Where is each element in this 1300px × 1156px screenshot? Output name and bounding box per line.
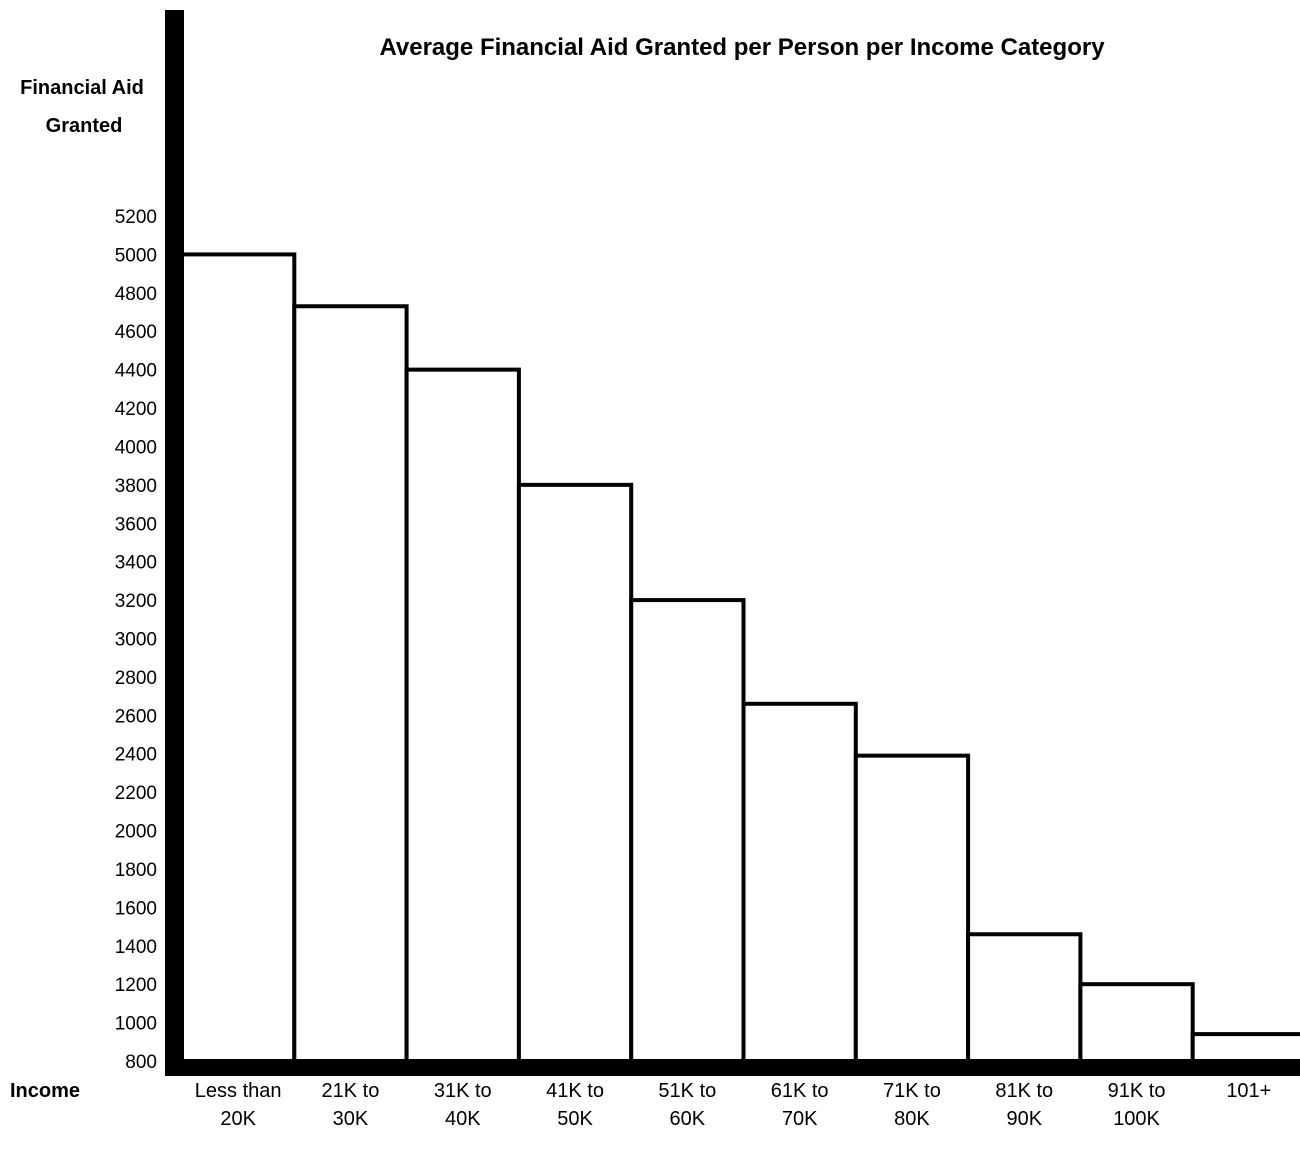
y-axis-label-line2: Granted xyxy=(46,115,123,137)
bar xyxy=(853,753,971,1064)
y-tick-label: 2600 xyxy=(115,706,157,727)
y-tick-label: 2800 xyxy=(115,668,157,689)
y-tick-label: 1800 xyxy=(115,860,157,881)
category-label: 81K to xyxy=(995,1080,1053,1102)
category-label: 90K xyxy=(1006,1108,1042,1130)
bar xyxy=(1078,982,1195,1065)
category-label: Less than xyxy=(195,1080,282,1102)
category-label: 91K to xyxy=(1108,1080,1166,1102)
y-tick-label: 4600 xyxy=(115,322,157,343)
y-tick-labels: 5200 5000 4800 4600 4400 4200 4000 3800 3600 3400… xyxy=(115,207,157,1073)
bar xyxy=(292,304,409,1064)
category-label: 20K xyxy=(220,1108,256,1130)
y-tick-label: 1200 xyxy=(115,975,157,996)
category-label: 100K xyxy=(1113,1108,1160,1130)
y-tick-label: 1000 xyxy=(115,1014,157,1035)
category-label: 31K to xyxy=(434,1080,492,1102)
y-tick-label: 2200 xyxy=(115,783,157,804)
bar xyxy=(966,932,1083,1064)
y-tick-label: 5200 xyxy=(115,207,157,228)
y-tick-label: 800 xyxy=(125,1052,157,1073)
y-tick-label: 4000 xyxy=(115,437,157,458)
y-tick-label: 3600 xyxy=(115,514,157,535)
bar xyxy=(404,367,521,1064)
bar xyxy=(741,701,858,1065)
bar xyxy=(516,482,634,1064)
y-tick-label: 1400 xyxy=(115,937,157,958)
category-label: 61K to xyxy=(771,1080,829,1102)
y-axis-label-line1: Financial Aid xyxy=(20,77,144,99)
category-label: 21K to xyxy=(322,1080,380,1102)
y-axis-line xyxy=(165,10,184,1076)
x-axis-label: Income xyxy=(10,1080,80,1102)
y-tick-label: 4400 xyxy=(115,361,157,382)
y-tick-label: 3800 xyxy=(115,476,157,497)
y-tick-label: 2000 xyxy=(115,822,157,843)
category-label: 40K xyxy=(445,1108,481,1130)
category-labels: Less than 20K 21K to 30K 31K to 40K 41K to 50K 5… xyxy=(195,1080,1272,1130)
category-label: 70K xyxy=(782,1108,818,1130)
bar xyxy=(1190,1032,1300,1065)
bar xyxy=(180,252,297,1064)
category-label: 101+ xyxy=(1226,1080,1271,1102)
y-tick-label: 4200 xyxy=(115,399,157,420)
category-label: 50K xyxy=(557,1108,593,1130)
category-label: 60K xyxy=(670,1108,706,1130)
y-tick-label: 3400 xyxy=(115,553,157,574)
category-label: 41K to xyxy=(546,1080,604,1102)
chart-title: Average Financial Aid Granted per Person… xyxy=(379,34,1105,61)
category-label: 71K to xyxy=(883,1080,941,1102)
y-tick-label: 5000 xyxy=(115,245,157,266)
category-label: 30K xyxy=(333,1108,369,1130)
bar xyxy=(629,598,746,1064)
y-tick-label: 3000 xyxy=(115,630,157,651)
y-tick-label: 4800 xyxy=(115,284,157,305)
bars xyxy=(180,252,1300,1065)
x-axis-line xyxy=(165,1059,1300,1076)
y-tick-label: 1600 xyxy=(115,898,157,919)
y-tick-label: 2400 xyxy=(115,745,157,766)
category-label: 51K to xyxy=(658,1080,716,1102)
category-label: 80K xyxy=(894,1108,930,1130)
y-tick-label: 3200 xyxy=(115,591,157,612)
